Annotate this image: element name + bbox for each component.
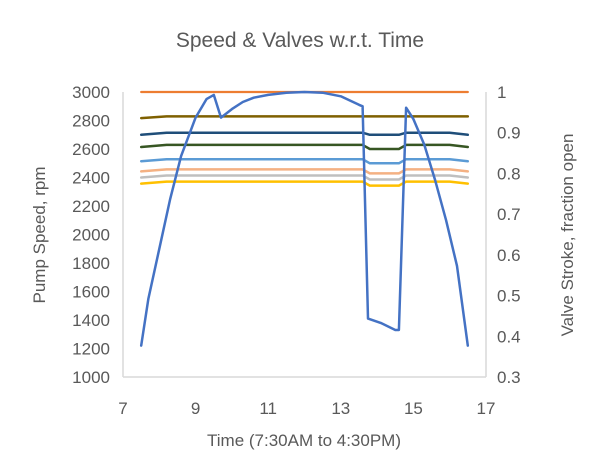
y-tick-label: 2600 xyxy=(72,140,110,159)
x-tick-labels: 7 9 11 13 15 17 xyxy=(118,399,495,418)
y-tick-label: 2200 xyxy=(72,197,110,216)
y-tick-labels: 1000 1200 1400 1600 1800 2000 2200 2400 2600 2800… xyxy=(72,83,110,387)
valve-stroke-series-line xyxy=(139,115,470,120)
y-axis-title: Pump Speed, rpm xyxy=(30,166,49,303)
y-tick-label: 1200 xyxy=(72,340,110,359)
series-layer xyxy=(139,90,470,347)
x-axis-title: Time (7:30AM to 4:30PM) xyxy=(207,431,401,450)
y-tick-label: 3000 xyxy=(72,83,110,102)
y-tick-label: 1000 xyxy=(72,368,110,387)
valve-stroke-series-line xyxy=(139,143,470,151)
y-tick-label: 1800 xyxy=(72,254,110,273)
y2-tick-label: 0.6 xyxy=(497,246,521,265)
x-tick-label: 11 xyxy=(259,399,277,418)
y-tick-label: 2400 xyxy=(72,169,110,188)
valve-stroke-series-line xyxy=(139,157,470,165)
x-tick-label: 15 xyxy=(404,399,423,418)
valve-stroke-series-line xyxy=(139,180,470,187)
x-tick-label: 17 xyxy=(477,399,496,418)
y-tick-label: 1400 xyxy=(72,311,110,330)
x-tick-label: 7 xyxy=(118,399,127,418)
y-tick-label: 1600 xyxy=(72,283,110,302)
y2-axis-title: Valve Stroke, fraction open xyxy=(558,134,577,337)
y2-tick-label: 0.9 xyxy=(497,124,521,143)
y2-tick-label: 0.8 xyxy=(497,164,521,183)
x-tick-label: 13 xyxy=(331,399,350,418)
y2-tick-label: 1 xyxy=(497,83,506,102)
y2-tick-label: 0.3 xyxy=(497,368,521,387)
pump-speed-series-line xyxy=(139,90,470,347)
y-tick-label: 2800 xyxy=(72,112,110,131)
valve-stroke-series-line xyxy=(139,174,470,181)
y2-tick-labels: 0.3 0.4 0.5 0.6 0.7 0.8 0.9 1 xyxy=(497,83,521,387)
chart-title: Speed & Valves w.r.t. Time xyxy=(176,29,424,52)
valve-stroke-series-line xyxy=(139,131,470,137)
y2-tick-label: 0.5 xyxy=(497,287,521,306)
valve-stroke-series-line xyxy=(139,168,470,175)
y2-tick-label: 0.4 xyxy=(497,327,521,346)
x-tick-label: 9 xyxy=(191,399,200,418)
plot-area xyxy=(122,90,487,378)
y2-tick-label: 0.7 xyxy=(497,205,521,224)
y-tick-label: 2000 xyxy=(72,226,110,245)
